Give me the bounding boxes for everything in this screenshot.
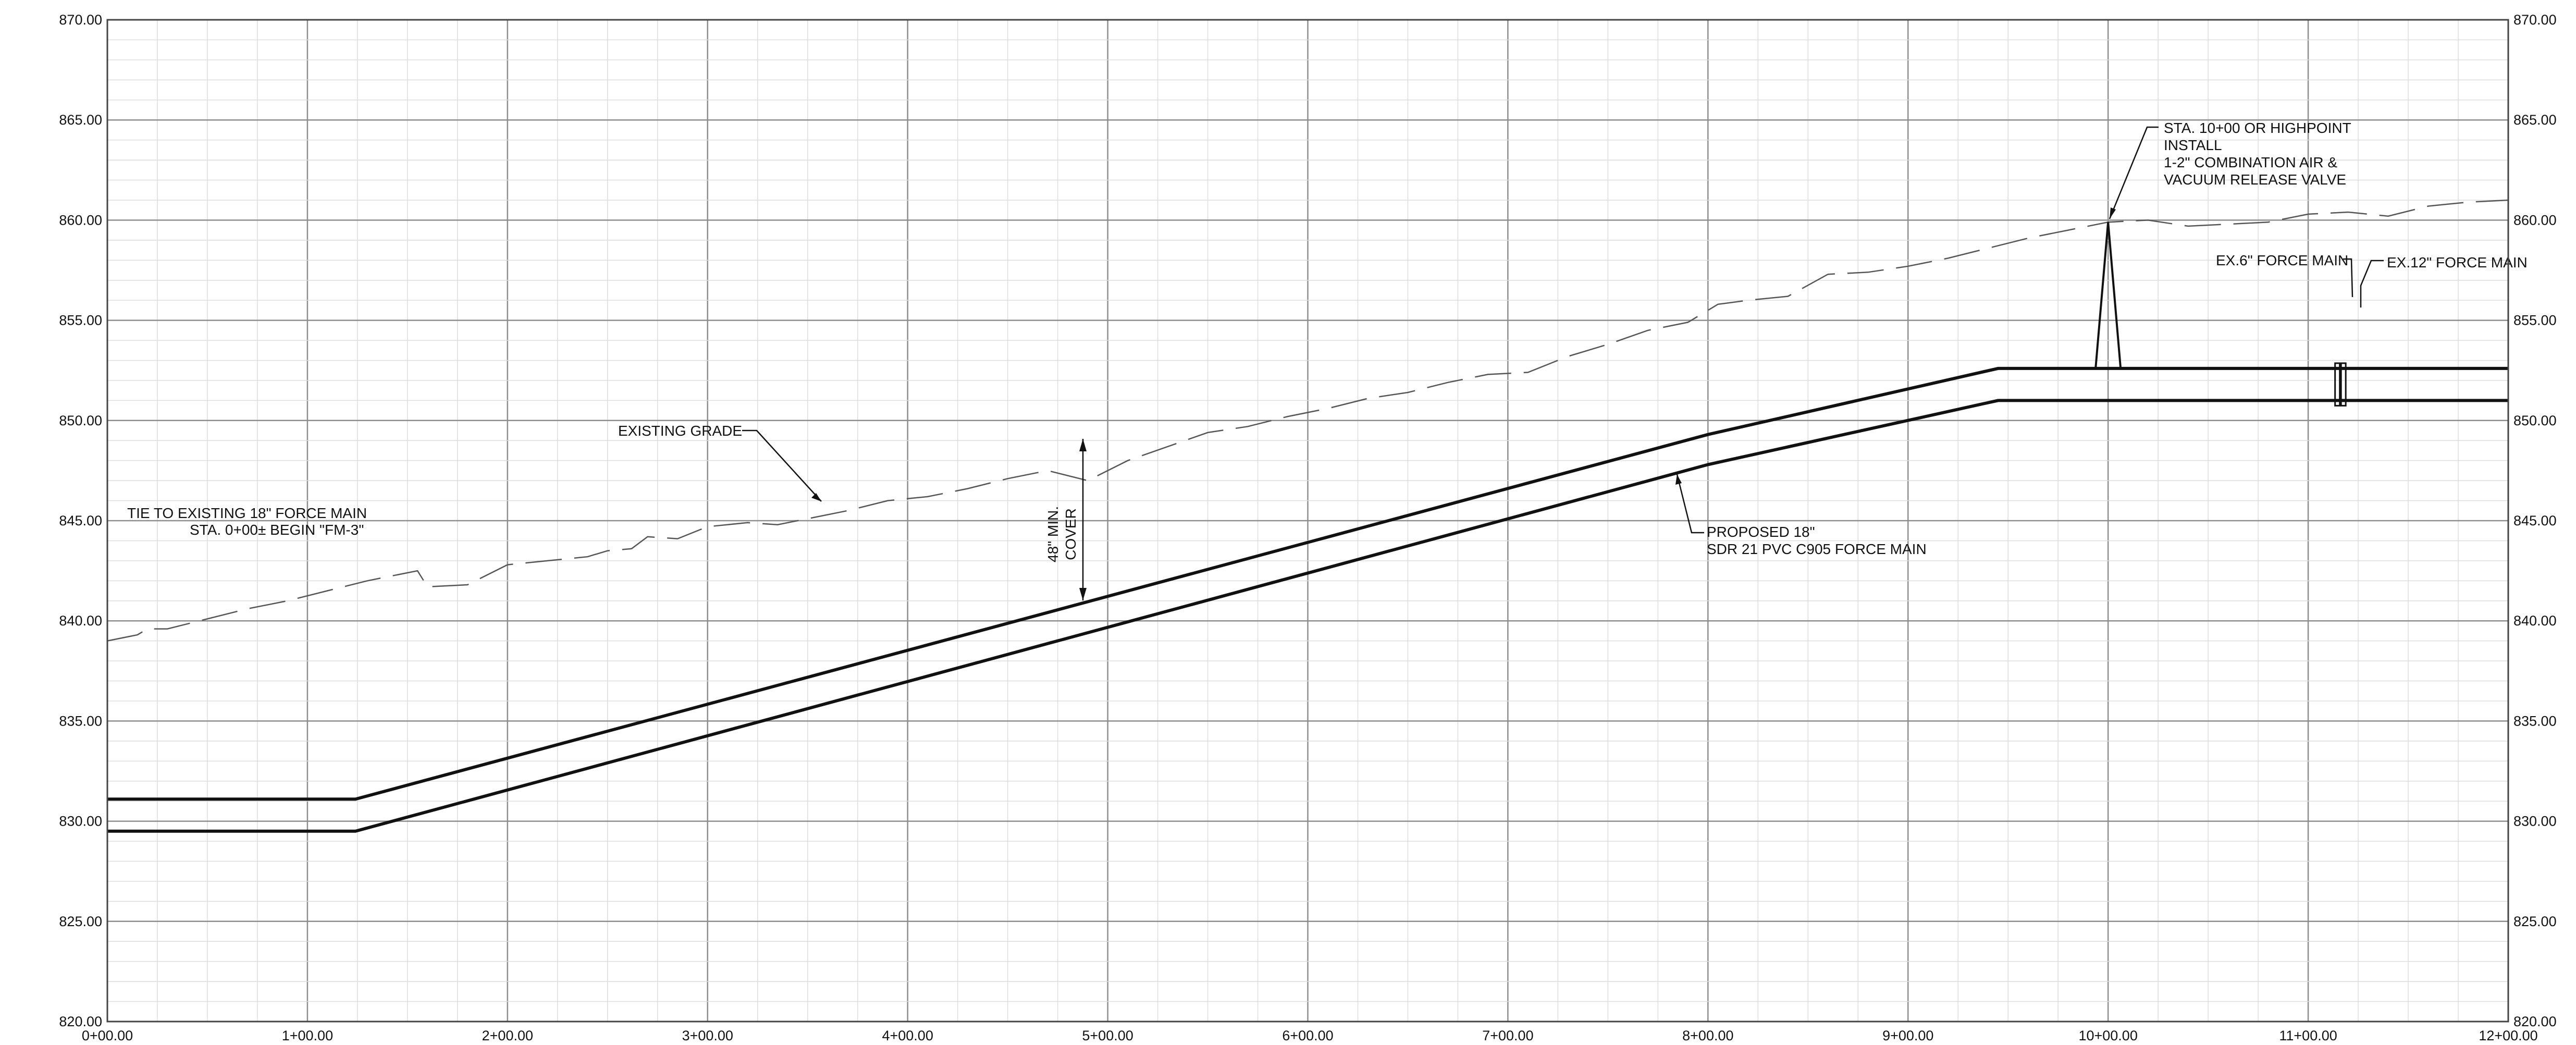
min-cover-line2: COVER (1063, 508, 1079, 560)
air-valve-line2: INSTALL (2164, 137, 2222, 153)
elevation-tick-label-right: 860.00 (2513, 212, 2557, 228)
station-tick-label: 4+00.00 (882, 1028, 933, 1043)
elevation-tick-label-left: 855.00 (59, 313, 102, 328)
min-cover-line1: 48" MIN. (1045, 506, 1061, 562)
elevation-tick-label-left: 865.00 (59, 112, 102, 128)
pipe-crown-line (107, 366, 2508, 801)
ex6-main-leader (2343, 258, 2353, 298)
elevation-tick-label-right: 855.00 (2513, 313, 2557, 328)
pipe-invert-line (107, 399, 2508, 833)
axis-labels: 0+00.00 1+00.00 2+00.00 3+00.00 4+00.00 5+00.… (59, 12, 2556, 1043)
elevation-tick-label-right: 830.00 (2513, 814, 2557, 829)
station-tick-label: 6+00.00 (1282, 1028, 1333, 1043)
station-tick-label: 3+00.00 (682, 1028, 733, 1043)
elevation-tick-label-right: 845.00 (2513, 513, 2557, 528)
profile-grid (106, 19, 2509, 1023)
existing-grade-line (107, 199, 2509, 642)
elevation-tick-label-left: 820.00 (59, 1014, 102, 1029)
existing-main-crossing-symbol (2334, 362, 2347, 407)
min-cover-dimension: 48" MIN. COVER (1045, 439, 1087, 600)
proposed-main-leader (1676, 474, 1704, 534)
elevation-tick-label-right: 850.00 (2513, 413, 2557, 428)
elevation-tick-label-left: 870.00 (59, 12, 102, 28)
station-tick-label: 8+00.00 (1682, 1028, 1733, 1043)
air-valve-line1: STA. 10+00 OR HIGHPOINT (2164, 120, 2351, 136)
elevation-tick-label-right: 825.00 (2513, 914, 2557, 929)
elevation-tick-label-left: 840.00 (59, 613, 102, 629)
ex12-main-label: EX.12" FORCE MAIN (2387, 254, 2528, 271)
elevation-tick-label-left: 860.00 (59, 212, 102, 228)
ex12-main-leader (2360, 260, 2384, 308)
elevation-tick-label-right: 870.00 (2513, 12, 2557, 28)
air-release-valve-symbol (2094, 222, 2122, 369)
elevation-tick-label-left: 825.00 (59, 914, 102, 929)
air-valve-leader (2109, 126, 2159, 219)
proposed-main-line1: PROPOSED 18" (1707, 524, 1815, 540)
station-tick-label: 11+00.00 (2279, 1028, 2337, 1043)
existing-grade-label: EXISTING GRADE (618, 423, 742, 439)
proposed-main-arrowhead (1675, 474, 1682, 485)
elevation-tick-label-right: 865.00 (2513, 112, 2557, 128)
station-tick-label: 12+00.00 (2479, 1028, 2537, 1043)
ex6-main-label: EX.6" FORCE MAIN (2216, 252, 2348, 268)
tie-callout-line1: TIE TO EXISTING 18" FORCE MAIN (127, 505, 367, 521)
elevation-tick-label-right: 820.00 (2513, 1014, 2557, 1029)
elevation-tick-label-left: 845.00 (59, 513, 102, 528)
tie-callout-line2: STA. 0+00± BEGIN "FM-3" (190, 522, 364, 538)
station-tick-label: 2+00.00 (482, 1028, 533, 1043)
station-tick-label: 0+00.00 (82, 1028, 133, 1043)
profile-frame (106, 19, 2509, 1023)
elevation-tick-label-left: 830.00 (59, 814, 102, 829)
air-valve-arrowhead (2110, 207, 2116, 219)
station-tick-label: 9+00.00 (1882, 1028, 1933, 1043)
station-tick-label: 1+00.00 (282, 1028, 333, 1043)
elevation-tick-label-left: 850.00 (59, 413, 102, 428)
existing-grade-arrowhead (811, 493, 821, 501)
existing-grade-leader (742, 429, 822, 502)
station-tick-label: 10+00.00 (2078, 1028, 2137, 1043)
elevation-tick-label-left: 835.00 (59, 713, 102, 729)
callouts: TIE TO EXISTING 18" FORCE MAIN STA. 0+00… (127, 120, 2528, 600)
proposed-main-line2: SDR 21 PVC C905 FORCE MAIN (1707, 541, 1927, 557)
station-tick-label: 5+00.00 (1082, 1028, 1133, 1043)
elevation-tick-label-right: 835.00 (2513, 713, 2557, 729)
air-valve-line4: VACUUM RELEASE VALVE (2164, 171, 2346, 188)
station-tick-label: 7+00.00 (1482, 1028, 1533, 1043)
elevation-tick-label-right: 840.00 (2513, 613, 2557, 629)
air-valve-line3: 1-2" COMBINATION AIR & (2164, 154, 2337, 170)
